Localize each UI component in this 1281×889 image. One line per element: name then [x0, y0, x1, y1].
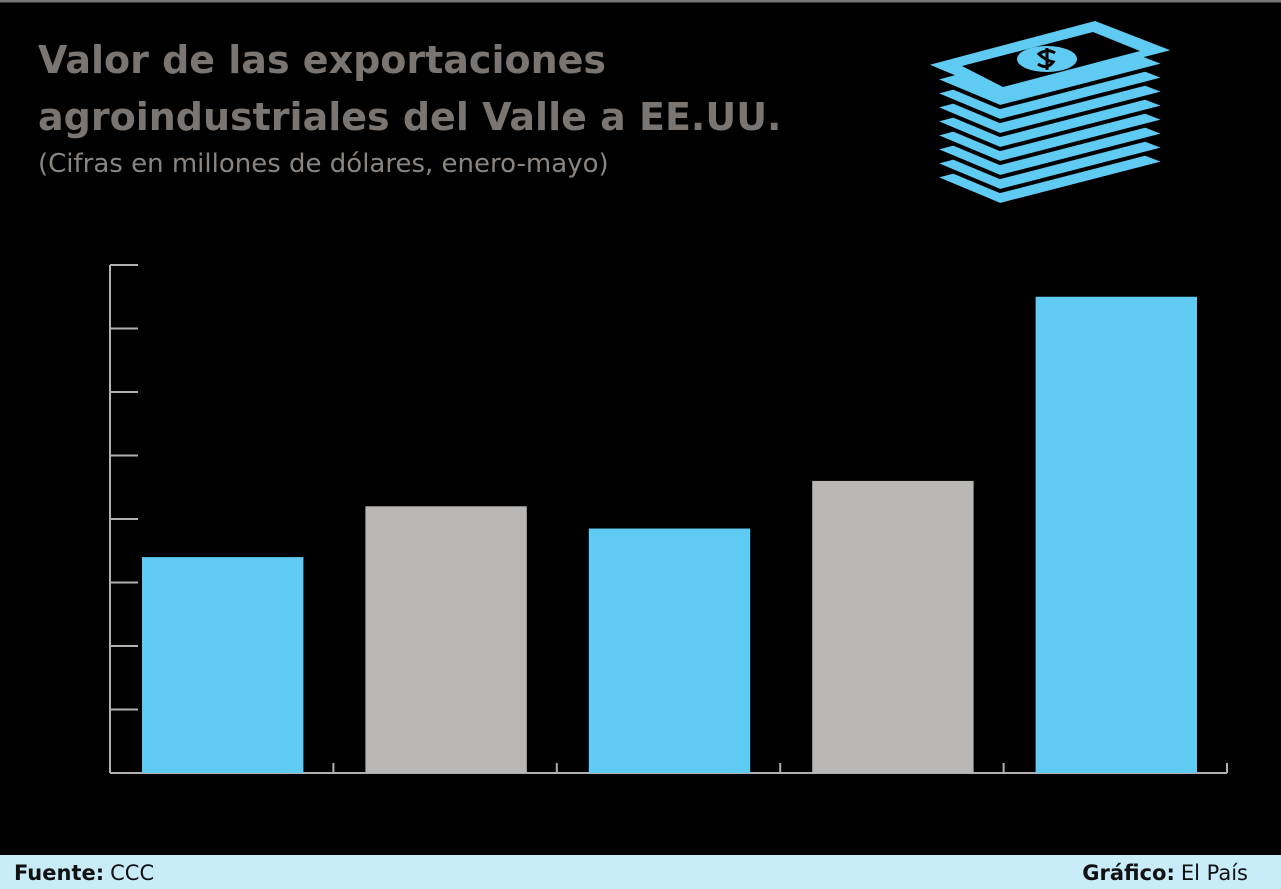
- bar: [142, 557, 304, 773]
- footer-credit: Gráfico: El País: [1082, 861, 1248, 885]
- bar: [588, 528, 751, 773]
- bar: [1035, 296, 1197, 773]
- credit-label: Gráfico:: [1082, 861, 1175, 885]
- bill-symbol: [1036, 48, 1056, 70]
- footer-band: [0, 855, 1281, 889]
- source-label: Fuente:: [14, 861, 104, 885]
- credit: El País: [1181, 861, 1248, 885]
- footer-source: Fuente: CCC: [14, 861, 154, 885]
- chart-title-line: agroindustriales del Valle a EE.UU.: [38, 95, 782, 139]
- chart-title-line: Valor de las exportaciones: [38, 38, 606, 82]
- bar: [812, 480, 974, 773]
- money-icon: [926, 20, 1174, 208]
- chart-subtitle: (Cifras en millones de dólares, enero-ma…: [38, 149, 609, 179]
- source: CCC: [110, 861, 154, 885]
- bar: [365, 506, 527, 773]
